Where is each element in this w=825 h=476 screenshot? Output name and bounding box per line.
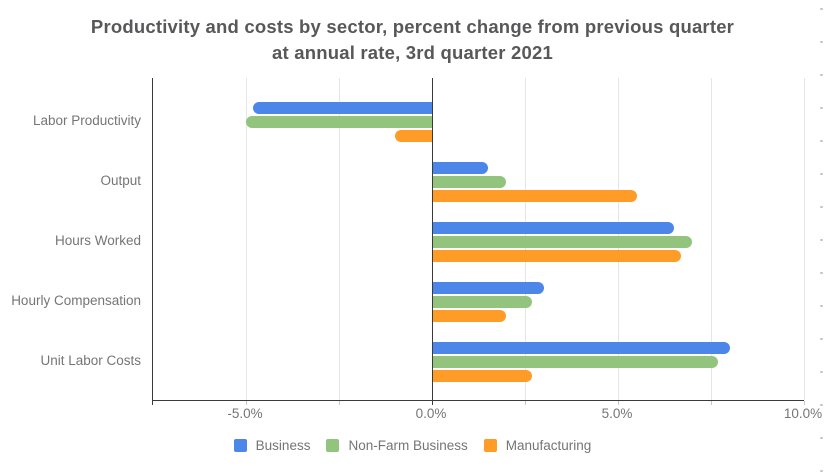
edge-tick — [820, 338, 823, 340]
bar-manufacturing-output — [432, 190, 637, 202]
axis-tick-left-edge — [152, 401, 153, 405]
legend-swatch-non-farm-business — [326, 439, 340, 452]
bar-non-farm-business-hourly-compensation — [432, 296, 533, 308]
bar-business-unit-labor-costs — [432, 342, 730, 354]
legend-swatch-business — [233, 439, 247, 452]
category-label-hours-worked: Hours Worked — [54, 233, 141, 248]
edge-tick — [820, 140, 823, 142]
gridline — [711, 78, 712, 400]
axis-tick — [804, 401, 805, 405]
edge-tick — [820, 239, 823, 241]
gridline — [246, 78, 247, 400]
x-axis-tick-label: 5.0% — [601, 406, 633, 421]
edge-tick — [820, 272, 823, 274]
legend: Business Non-Farm Business Manufacturing — [0, 438, 825, 453]
category-label-labor-productivity: Labor Productivity — [32, 113, 141, 128]
bar-non-farm-business-unit-labor-costs — [432, 356, 719, 368]
bar-non-farm-business-output — [432, 176, 507, 188]
gridline — [804, 78, 805, 400]
bar-non-farm-business-hours-worked — [432, 236, 693, 248]
edge-tick — [820, 41, 823, 43]
bar-business-labor-productivity — [253, 102, 432, 114]
gridline — [339, 78, 340, 400]
legend-label-business: Business — [255, 438, 311, 453]
bar-business-hours-worked — [432, 222, 674, 234]
axis-tick — [246, 401, 247, 405]
legend-label-manufacturing: Manufacturing — [505, 438, 592, 453]
legend-item-business: Business — [233, 438, 311, 453]
chart-title: Productivity and costs by sector, percen… — [0, 14, 825, 66]
axis-tick — [339, 401, 340, 405]
axis-tick — [711, 401, 712, 405]
bar-manufacturing-hours-worked — [432, 250, 682, 262]
category-label-unit-labor-costs: Unit Labor Costs — [40, 353, 141, 368]
category-label-hourly-compensation: Hourly Compensation — [11, 293, 141, 308]
edge-tick — [820, 371, 823, 373]
bar-business-hourly-compensation — [432, 282, 544, 294]
legend-label-non-farm-business: Non-Farm Business — [348, 438, 468, 453]
edge-tick — [820, 305, 823, 307]
chart-title-line1: Productivity and costs by sector, percen… — [90, 16, 735, 37]
plot-area — [152, 78, 805, 405]
edge-tick — [820, 8, 823, 10]
bar-manufacturing-unit-labor-costs — [432, 370, 533, 382]
axis-tick — [525, 401, 526, 405]
bar-manufacturing-hourly-compensation — [432, 310, 507, 322]
bar-business-output — [432, 162, 488, 174]
edge-tick — [820, 173, 823, 175]
edge-tick — [820, 74, 823, 76]
category-label-output: Output — [100, 173, 141, 188]
x-axis-tick-label: 10.0% — [783, 406, 823, 421]
x-axis-tick-label: -5.0% — [227, 406, 263, 421]
x-axis-tick-label: 0.0% — [415, 406, 447, 421]
zero-axis-line — [432, 78, 433, 405]
axis-tick — [618, 401, 619, 405]
edge-tick — [820, 404, 823, 406]
legend-item-non-farm-business: Non-Farm Business — [326, 438, 468, 453]
edge-tick — [820, 206, 823, 208]
bar-non-farm-business-labor-productivity — [246, 116, 432, 128]
edge-tick — [820, 470, 823, 472]
legend-swatch-manufacturing — [483, 439, 497, 452]
edge-tick — [820, 107, 823, 109]
bar-manufacturing-labor-productivity — [394, 130, 432, 142]
legend-item-manufacturing: Manufacturing — [483, 438, 592, 453]
chart-title-line2: at annual rate, 3rd quarter 2021 — [272, 42, 553, 63]
edge-tick — [820, 437, 823, 439]
